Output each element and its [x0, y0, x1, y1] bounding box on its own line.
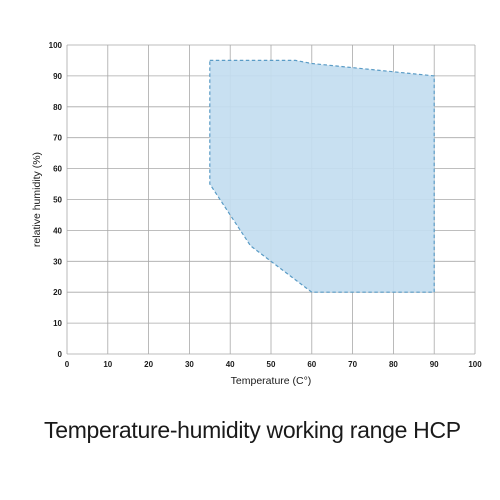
y-tick-label: 70 [53, 134, 62, 143]
x-tick-label: 90 [430, 360, 439, 369]
y-tick-label: 20 [53, 288, 62, 297]
x-tick-label: 40 [226, 360, 235, 369]
y-tick-label: 40 [53, 226, 62, 235]
x-tick-label: 20 [144, 360, 153, 369]
x-tick-label: 80 [389, 360, 398, 369]
y-tick-label: 80 [53, 103, 62, 112]
chart-caption: Temperature-humidity working range HCP [44, 417, 461, 443]
x-axis-label: Temperature (C°) [231, 375, 312, 387]
y-tick-label: 0 [58, 350, 63, 359]
y-tick-label: 100 [49, 41, 63, 50]
y-axis-ticks: 0 10 20 30 40 50 60 70 80 90 100 [49, 41, 63, 359]
x-tick-label: 60 [307, 360, 316, 369]
working-range-area [209, 59, 435, 293]
x-tick-label: 100 [468, 360, 482, 369]
x-tick-label: 70 [348, 360, 357, 369]
y-tick-label: 60 [53, 165, 62, 174]
y-tick-label: 50 [53, 196, 62, 205]
x-tick-label: 0 [65, 360, 70, 369]
x-tick-label: 30 [185, 360, 194, 369]
y-axis-label: relative humidity (%) [31, 152, 43, 247]
x-axis-ticks: 0 10 20 30 40 50 60 70 80 90 100 [65, 360, 482, 369]
y-tick-label: 30 [53, 257, 62, 266]
y-tick-label: 90 [53, 72, 62, 81]
y-tick-label: 10 [53, 319, 62, 328]
x-tick-label: 10 [103, 360, 112, 369]
working-range-region [209, 59, 435, 293]
x-tick-label: 50 [267, 360, 276, 369]
